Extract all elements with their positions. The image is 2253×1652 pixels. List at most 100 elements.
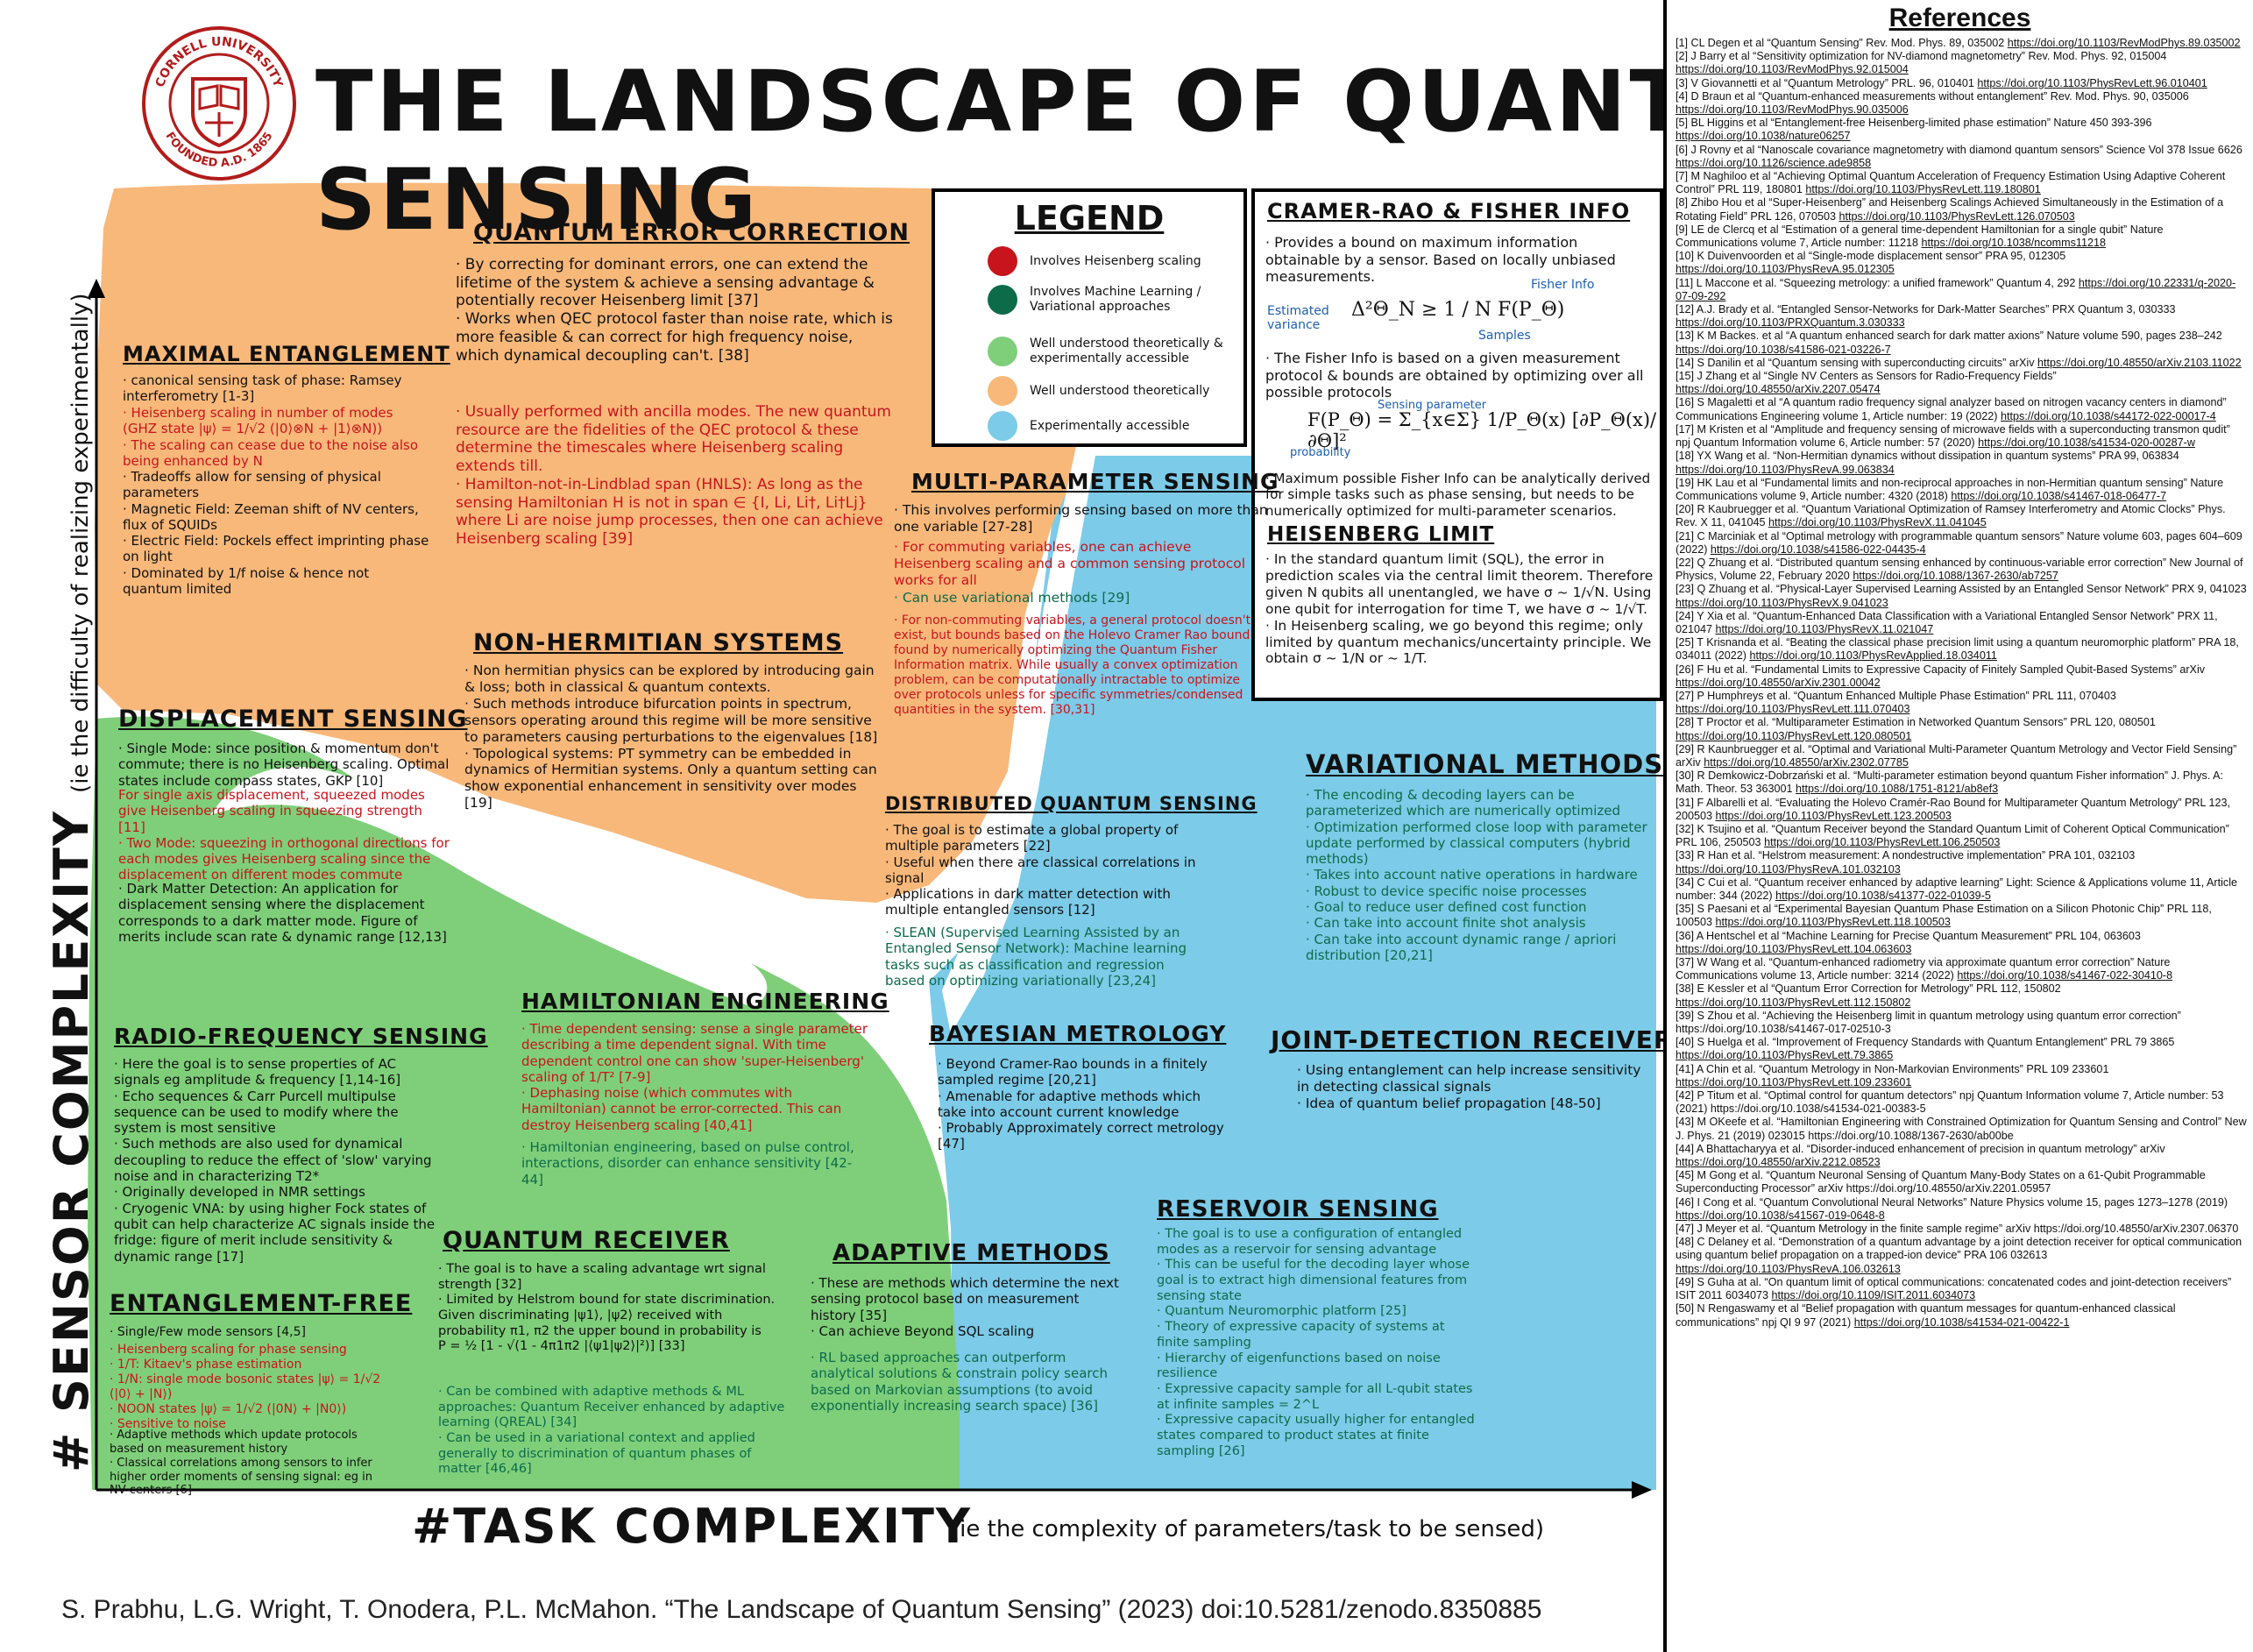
reference-text: [21] C Marciniak et al “Optimal metrolog…: [1676, 529, 2242, 556]
section-body-multi-parameter-red-2: · For non-commuting variables, a general…: [894, 613, 1251, 718]
reference-item: [39] S Zhou et al. “Achieving the Heisen…: [1667, 1010, 2253, 1036]
reference-doi-link[interactable]: https://doi.org/10.48550/arXiv.2301.0004…: [1676, 676, 1881, 689]
reference-text: [12] A.J. Brady et al. “Entangled Sensor…: [1676, 303, 2176, 316]
reference-text: [26] F Hu et al. “Fundamental Limits to …: [1676, 663, 2206, 676]
reference-doi-link[interactable]: https://doi.org/10.1103/PhysRevLett.119.…: [1805, 183, 2041, 196]
legend-item: Involves Heisenberg scaling: [988, 246, 1242, 276]
reference-text: [36] A Hentschel et al “Machine Learning…: [1676, 929, 2141, 942]
reference-doi-link[interactable]: https://doi.org/10.48550/arXiv.2302.0778…: [1704, 755, 1909, 769]
reference-doi-link[interactable]: https://doi.org/10.1126/science.ade9858: [1676, 156, 1872, 169]
legend-swatch-red: [988, 246, 1017, 276]
section-body-displacement-red: For single axis displacement, squeezed m…: [118, 787, 450, 883]
reference-doi-link[interactable]: https://doi.org/10.1038/ncomms11218: [1921, 237, 2106, 250]
label-probability: probability: [1290, 446, 1351, 459]
reference-doi-link[interactable]: https://doi.org/10.1103/PhysRevX.11.0410…: [1768, 516, 1987, 529]
reference-doi-link[interactable]: https://doi.org/10.1088/1367-2630/ab7257: [1853, 570, 2058, 583]
reference-doi-link[interactable]: https://doi.org/10.1038/s41586-022-04435…: [1710, 542, 1926, 556]
reference-text: [10] K Duivenvoorden et al “Single-mode …: [1676, 250, 2066, 263]
section-title-quantum-receiver: QUANTUM RECEIVER: [443, 1227, 730, 1254]
reference-doi-link[interactable]: https://doi.org/10.1103/PhysRevLett.104.…: [1676, 942, 1912, 955]
reference-doi-link[interactable]: https://doi.org/10.1103/RevModPhys.89.03…: [2007, 37, 2241, 49]
reference-doi-link[interactable]: https://doi.org/10.1103/PhysRevA.95.0123…: [1676, 263, 1895, 276]
section-title-adaptive: ADAPTIVE METHODS: [832, 1240, 1110, 1266]
reference-text: [17] M Kristen et al “Amplitude and freq…: [1676, 422, 2230, 450]
reference-text: [18] YX Wang et al. “Non-Hermitian dynam…: [1676, 450, 2179, 463]
reference-doi-link[interactable]: https://doi.org/10.1103/PhysRevLett.118.…: [1715, 916, 1951, 929]
reference-text: [13] K M Backes. et al “A quantum enhanc…: [1676, 330, 2222, 343]
reference-doi-link[interactable]: https://doi.org/10.1103/PhysRevX.11.0210…: [1715, 622, 1934, 635]
reference-item: [2] J Barry et al “Sensitivity optimizat…: [1667, 50, 2253, 76]
reference-doi-link[interactable]: https://doi.org/10.1103/PhysRevApplied.1…: [1749, 649, 1997, 663]
reference-doi-link[interactable]: https://doi.org/10.1038/s41567-019-0648-…: [1676, 1209, 1885, 1222]
reference-doi-link[interactable]: https://doi.org/10.1103/RevModPhys.90.03…: [1676, 103, 1909, 117]
reference-doi-link[interactable]: https://doi.org/10.1103/PhysRevA.99.0638…: [1676, 463, 1895, 476]
reference-doi-link[interactable]: https://doi.org/10.1038/s41534-021-00422…: [1853, 1315, 2070, 1329]
reference-doi-link[interactable]: https://doi.org/10.1038/s41467-022-30410…: [1957, 969, 2173, 982]
section-title-cramer-rao: CRAMER-RAO & FISHER INFO: [1267, 199, 1631, 223]
section-body-radio-frequency: · Here the goal is to sense properties o…: [114, 1056, 436, 1265]
section-body-distributed: · The goal is to estimate a global prope…: [885, 822, 1196, 918]
section-body-qec: · By correcting for dominant errors, one…: [456, 256, 893, 365]
reference-item: [15] J Zhang et al “Single NV Centers as…: [1667, 370, 2253, 396]
section-body-maximal-entanglement: · canonical sensing task of phase: Ramse…: [123, 372, 402, 405]
y-axis-arrowhead: [88, 279, 105, 298]
reference-doi-link[interactable]: https://doi.org/10.1038/s41534-020-00287…: [1978, 436, 2195, 450]
legend-swatch-blue: [988, 411, 1017, 441]
section-body-entanglement-free: · Single/Few mode sensors [4,5]: [110, 1325, 306, 1339]
reference-doi-link[interactable]: https://doi.org/10.1103/PhysRevX.9.04102…: [1676, 596, 1888, 609]
section-title-qec: QUANTUM ERROR CORRECTION: [473, 219, 910, 246]
reference-doi-link[interactable]: https://doi.org/10.1103/PhysRevA.106.032…: [1676, 1262, 1901, 1275]
reference-doi-link[interactable]: https://doi.org/10.1038/s41467-018-06477…: [1951, 489, 2167, 502]
reference-doi-link[interactable]: https://doi.org/10.1109/ISIT.2011.603407…: [1771, 1289, 1976, 1302]
reference-doi-link[interactable]: https://doi.org/10.1103/PhysRevLett.112.…: [1676, 996, 1911, 1009]
section-title-hamiltonian: HAMILTONIAN ENGINEERING: [521, 989, 889, 1014]
reference-doi-link[interactable]: https://doi.org/10.22331/q-2020-07-09-29…: [1676, 276, 2236, 302]
reference-text: [39] S Zhou et al. “Achieving the Heisen…: [1676, 1009, 2181, 1036]
references-panel: References [1] CL Degen et al “Quantum S…: [1663, 0, 2253, 1652]
legend-box: LEGEND Involves Heisenberg scaling Invol…: [932, 188, 1247, 447]
reference-doi-link[interactable]: https://doi.org/10.1103/PhysRevLett.123.…: [1715, 809, 1952, 822]
section-body-entanglement-free-red: · Heisenberg scaling for phase sensing ·…: [110, 1343, 381, 1432]
section-body-adaptive: · These are methods which determine the …: [811, 1275, 1119, 1339]
poster-title: THE LANDSCAPE OF QUANTUM SENSING: [315, 53, 1850, 249]
reference-doi-link[interactable]: https://doi.org/10.1103/PhysRevA.101.032…: [1676, 862, 1901, 876]
reference-doi-link[interactable]: https://doi.org/10.1103/PhysRevLett.109.…: [1676, 1075, 1912, 1088]
reference-text: [40] S Huelga et al. “Improvement of Fre…: [1676, 1036, 2175, 1049]
legend-item: Experimentally accessible: [988, 411, 1242, 441]
reference-doi-link[interactable]: https://doi.org/10.48550/arXiv.2207.0547…: [1676, 383, 1881, 396]
reference-doi-link[interactable]: https://doi.org/10.1038/s41377-022-01039…: [1775, 890, 1991, 902]
section-body-non-hermitian: · Non hermitian physics can be explored …: [464, 663, 878, 812]
reference-item: [24] Y Xia et al. “Quantum-Enhanced Data…: [1667, 610, 2253, 636]
reference-doi-link[interactable]: https://doi.org/10.1038/nature06257: [1676, 130, 1851, 143]
reference-doi-link[interactable]: https://doi.org/10.48550/arXiv.2212.0852…: [1676, 1156, 1881, 1169]
reference-doi-link[interactable]: https://doi.org/10.1103/PhysRevLett.120.…: [1676, 729, 1912, 742]
section-body-hamiltonian-red: · Time dependent sensing: sense a single…: [521, 1021, 868, 1133]
reference-doi-link[interactable]: https://doi.org/10.1103/PhysRevLett.96.0…: [1977, 76, 2207, 89]
reference-item: [36] A Hentschel et al “Machine Learning…: [1667, 930, 2253, 956]
reference-text: [19] HK Lau et al “Fundamental limits an…: [1676, 476, 2224, 502]
reference-text: [46] I Cong et al. “Quantum Convolutiona…: [1676, 1195, 2228, 1209]
section-body-quantum-receiver: · The goal is to have a scaling advantag…: [438, 1262, 776, 1354]
reference-doi-link[interactable]: https://doi.org/10.1103/PhysRevLett.79.3…: [1676, 1049, 1894, 1062]
reference-text: [3] V Giovannetti et al “Quantum Metrolo…: [1676, 76, 1974, 89]
reference-doi-link[interactable]: https://doi.org/10.1103/PhysRevLett.126.…: [1839, 209, 2075, 223]
reference-item: [40] S Huelga et al. “Improvement of Fre…: [1667, 1036, 2253, 1062]
reference-doi-link[interactable]: https://doi.org/10.1103/PhysRevLett.106.…: [1764, 836, 2001, 849]
reference-item: [34] C Cui et al. “Quantum receiver enha…: [1667, 876, 2253, 903]
reference-doi-link[interactable]: https://doi.org/10.1103/PhysRevLett.111.…: [1676, 703, 1910, 716]
reference-doi-link[interactable]: https://doi.org/10.48550/arXiv.2103.1102…: [2037, 356, 2242, 369]
y-axis-note: (ie the difficulty of realizing experime…: [67, 293, 94, 793]
formula-cramer-rao-bound: Δ²Θ_N ≥ 1 / N F(P_Θ): [1351, 299, 1565, 321]
reference-doi-link[interactable]: https://doi.org/10.1103/PRXQuantum.3.030…: [1676, 316, 1905, 330]
region-gap-2: [942, 438, 1095, 1034]
reference-item: [13] K M Backes. et al “A quantum enhanc…: [1667, 330, 2253, 356]
reference-text: [31] F Albarelli et al. “Evaluating the …: [1676, 796, 2231, 822]
reference-doi-link[interactable]: https://doi.org/10.1103/RevModPhys.92.01…: [1676, 63, 1909, 76]
reference-text: [15] J Zhang et al “Single NV Centers as…: [1676, 370, 2057, 383]
reference-item: [31] F Albarelli et al. “Evaluating the …: [1667, 797, 2253, 823]
reference-doi-link[interactable]: https://doi.org/10.1038/s44172-022-00017…: [2001, 409, 2216, 422]
reference-doi-link[interactable]: https://doi.org/10.1038/s41586-021-03226…: [1676, 343, 1891, 356]
reference-doi-link[interactable]: https://doi.org/10.1088/1751-8121/ab8ef3: [1796, 783, 1999, 796]
label-sensing-parameter: Sensing parameter: [1378, 399, 1487, 412]
reference-text: [45] M Gong et al. “Quantum Neuronal Sen…: [1676, 1169, 2206, 1195]
